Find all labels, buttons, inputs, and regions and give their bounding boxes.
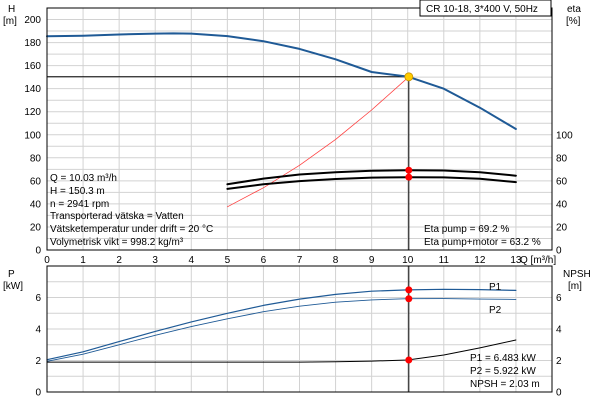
- power-marker: [405, 286, 413, 294]
- eta-marker: [405, 173, 413, 181]
- upper-left-tick-label: 80: [30, 153, 42, 164]
- upper-left-tick-label: 140: [24, 84, 41, 95]
- lower-left-tick-label: 2: [35, 356, 41, 367]
- upper-right-tick-label: 40: [556, 199, 568, 210]
- upper-right-axis-unit: [%]: [566, 16, 581, 27]
- x-axis-label: Q [m³/h]: [520, 255, 556, 266]
- npsh-curve: [46, 339, 517, 363]
- x-tick-label: 3: [152, 255, 158, 266]
- marker-layer: [404, 72, 414, 364]
- upper-right-tick-label: 20: [556, 222, 568, 233]
- duty-point-marker: [404, 72, 414, 82]
- eta-pump-motor-curve: [226, 176, 517, 190]
- lower-right-tick-label: 6: [556, 293, 562, 304]
- upper-left-tick-label: 180: [24, 38, 41, 49]
- x-tick-label: 7: [297, 255, 303, 266]
- lower-left-axis-name: P: [8, 269, 15, 280]
- power-marker: [405, 295, 413, 303]
- x-tick-label: 4: [189, 255, 195, 266]
- x-tick-label: 8: [333, 255, 339, 266]
- x-tick-label: 11: [439, 255, 450, 266]
- info-temperature: Vätsketemperatur under drift = 20 °C: [50, 224, 213, 235]
- info-head: H = 150.3 m: [50, 186, 105, 197]
- x-tick-label: 13: [510, 255, 522, 266]
- p2-curve: [46, 298, 517, 362]
- lower-left-tick-label: 0: [35, 388, 41, 399]
- series-label-p1: P1: [489, 282, 502, 293]
- eta-pump-curve: [226, 169, 517, 186]
- lower-left-axis-unit: [kW]: [3, 281, 23, 292]
- p1-curve: [46, 288, 517, 361]
- info-p2: P2 = 5.922 kW: [470, 366, 536, 377]
- x-tick-label: 2: [116, 255, 122, 266]
- x-tick-label: 1: [80, 255, 86, 266]
- tick-layer: 0 1 2 3 4 5 6 7 8 9 10 11 12 130204060801001201401601…: [24, 15, 573, 398]
- system-reference-curve: [227, 76, 410, 208]
- lower-right-tick-label: 2: [556, 356, 562, 367]
- lower-grid: [47, 266, 552, 392]
- info-p1: P1 = 6.483 kW: [470, 353, 536, 364]
- eta-pump-text: Eta pump = 69.2 %: [424, 224, 509, 235]
- upper-right-tick-label: 60: [556, 176, 568, 187]
- info-flow: Q = 10.03 m³/h: [50, 173, 117, 184]
- upper-left-tick-label: 100: [24, 130, 41, 141]
- lower-right-axis-unit: [m]: [568, 281, 582, 292]
- info-liquid: Transporterad vätska = Vatten: [50, 211, 184, 222]
- head-curve: [46, 32, 517, 130]
- lower-right-tick-label: 0: [556, 388, 562, 399]
- upper-right-tick-label: 100: [556, 130, 573, 141]
- upper-left-tick-label: 200: [24, 15, 41, 26]
- upper-right-tick-label: 80: [556, 153, 568, 164]
- power-marker: [405, 356, 413, 364]
- upper-left-tick-label: 60: [30, 176, 42, 187]
- upper-left-tick-label: 20: [30, 222, 42, 233]
- duty-info-block: Q = 10.03 m³/h H = 150.3 m n = 2941 rpm …: [50, 173, 213, 248]
- upper-right-axis-name: eta: [567, 4, 581, 15]
- upper-left-tick-label: 160: [24, 61, 41, 72]
- upper-left-tick-label: 0: [35, 246, 41, 257]
- info-speed: n = 2941 rpm: [50, 199, 109, 210]
- upper-left-tick-label: 120: [24, 107, 41, 118]
- x-tick-label: 0: [44, 255, 50, 266]
- eta-marker: [405, 166, 413, 174]
- chart-title-box: [419, 0, 552, 17]
- series-layer: [46, 32, 517, 392]
- upper-left-axis-name: H: [8, 4, 15, 15]
- lower-left-tick-label: 6: [35, 293, 41, 304]
- lower-left-tick-label: 4: [35, 325, 41, 336]
- lower-plot-frame: [46, 265, 553, 393]
- lower-right-axis-name: NPSH: [563, 269, 591, 280]
- info-npsh: NPSH = 2.03 m: [470, 379, 540, 390]
- x-tick-label: 5: [225, 255, 231, 266]
- chart-title: CR 10-18, 3*400 V, 50Hz: [426, 4, 538, 15]
- upper-left-axis-unit: [m]: [3, 16, 17, 27]
- upper-plot-frame: [46, 7, 553, 251]
- x-tick-label: 12: [474, 255, 486, 266]
- upper-right-tick-label: 0: [556, 246, 562, 257]
- x-tick-label: 10: [402, 255, 414, 266]
- info-density: Volymetrisk vikt = 998.2 kg/m³: [50, 237, 184, 248]
- x-tick-label: 9: [369, 255, 375, 266]
- upper-left-tick-label: 40: [30, 199, 42, 210]
- series-label-p2: P2: [489, 305, 502, 316]
- x-tick-label: 6: [261, 255, 267, 266]
- lower-right-tick-label: 4: [556, 325, 562, 336]
- eta-total-text: Eta pump+motor = 63.2 %: [424, 237, 541, 248]
